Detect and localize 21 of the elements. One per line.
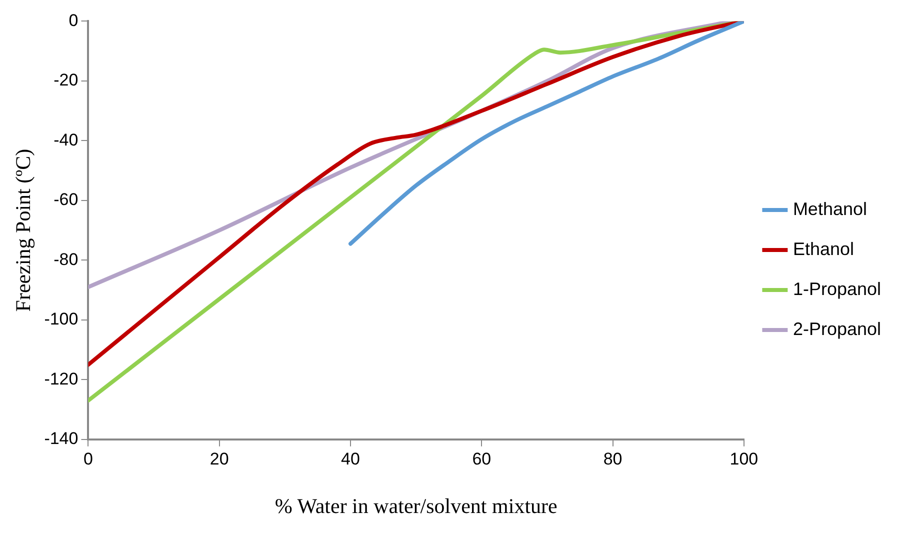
x-tick-label: 80: [603, 449, 622, 468]
x-tick-label: 60: [472, 449, 492, 468]
x-tick-label: 20: [210, 449, 229, 468]
y-tick-label: -120: [44, 369, 78, 388]
y-tick-label: -60: [54, 190, 78, 210]
legend-label: 2-Propanol: [792, 318, 882, 339]
legend-label: Ethanol: [792, 238, 854, 259]
y-tick-label: 0: [68, 10, 78, 30]
y-tick-label: -80: [54, 250, 78, 269]
x-tick-label: 40: [341, 449, 360, 468]
y-tick-label: -140: [44, 429, 78, 448]
x-tick-label: 0: [83, 449, 93, 468]
legend-label: Methanol: [792, 198, 868, 219]
y-tick-label: -100: [44, 310, 78, 329]
y-tick-label: -20: [54, 70, 78, 90]
y-axis-title: Freezing Point (ºC): [11, 148, 36, 312]
x-axis-title: % Water in water/solvent mixture: [274, 494, 558, 518]
x-tick-label: 100: [730, 449, 758, 468]
y-tick-label: -40: [54, 130, 78, 150]
line-series: [348, 21, 744, 246]
legend-label: 1-Propanol: [792, 278, 882, 299]
